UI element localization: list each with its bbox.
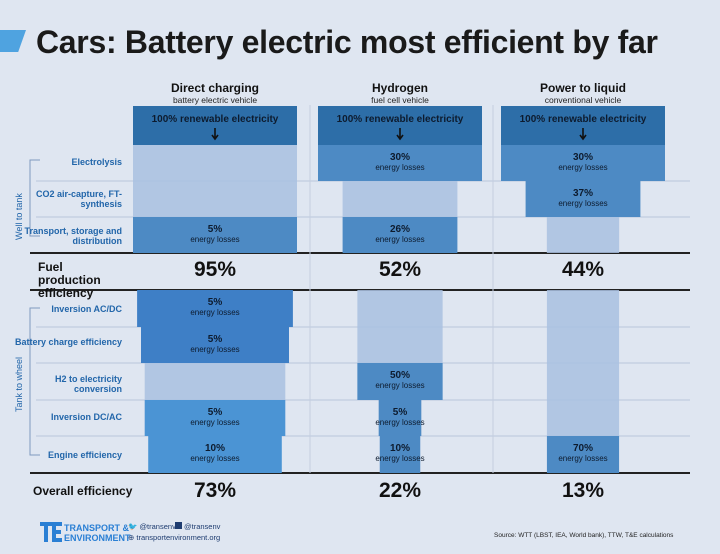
step-label-engine: Engine efficiency xyxy=(47,450,122,460)
twitter-icon: 🐦 xyxy=(128,522,140,531)
loss-bar xyxy=(546,436,620,473)
column-sub-hydrogen: fuel cell vehicle xyxy=(371,95,429,105)
pass-bar xyxy=(342,181,458,217)
down-arrow-icon xyxy=(396,128,404,141)
org-name-line2: ENVIRONMENT xyxy=(64,533,131,543)
loss-bar xyxy=(379,436,421,473)
overall-efficiency-ptl: 13% xyxy=(561,479,605,502)
fuel-efficiency-hydrogen: 52% xyxy=(378,258,422,281)
loss-value: 5% xyxy=(208,224,223,235)
loss-value: 37% xyxy=(573,188,593,199)
loss-bar xyxy=(318,145,482,181)
down-arrow-icon xyxy=(579,128,587,141)
loss-caption: energy losses xyxy=(190,345,239,354)
loss-value: 5% xyxy=(208,407,223,418)
twitter-handle[interactable]: 🐦 @transenv xyxy=(128,522,176,531)
loss-bar xyxy=(378,400,422,436)
pass-bar xyxy=(546,400,620,436)
pass-bar xyxy=(144,363,286,400)
pass-bar xyxy=(546,327,620,363)
facebook-icon xyxy=(175,522,182,529)
loss-caption: energy losses xyxy=(375,163,424,172)
loss-value: 5% xyxy=(208,297,223,308)
source-bar-label: 100% renewable electricity xyxy=(337,114,464,125)
step-label-inversion-acdc: Inversion AC/DC xyxy=(51,304,122,314)
pass-bar xyxy=(357,327,443,363)
step-label-transport: Transport, storage and distribution xyxy=(24,226,122,246)
column-header-direct: Direct charging xyxy=(170,81,260,95)
loss-bar xyxy=(133,217,297,253)
fuel-efficiency-ptl: 44% xyxy=(561,258,605,281)
fuel-efficiency-direct: 95% xyxy=(193,258,237,281)
globe-icon: ⊕ xyxy=(128,533,137,542)
group-label-well-to-tank: Well to tank xyxy=(14,193,24,240)
column-header-hydrogen: Hydrogen xyxy=(371,81,428,95)
pass-bar xyxy=(546,363,620,400)
loss-caption: energy losses xyxy=(190,235,239,244)
column-sub-direct: battery electric vehicle xyxy=(172,95,258,105)
pass-bar xyxy=(133,145,297,181)
te-logo-icon xyxy=(40,521,62,543)
loss-caption: energy losses xyxy=(190,308,239,317)
loss-caption: energy losses xyxy=(190,454,239,463)
loss-caption: energy losses xyxy=(375,381,424,390)
loss-bar xyxy=(357,363,443,400)
pass-bar xyxy=(546,290,620,327)
source-bar-label: 100% renewable electricity xyxy=(520,114,647,125)
pass-bar xyxy=(546,217,620,253)
loss-value: 10% xyxy=(205,443,225,454)
loss-caption: energy losses xyxy=(375,454,424,463)
down-arrow-icon xyxy=(211,128,219,141)
loss-value: 30% xyxy=(573,152,593,163)
overall-efficiency-label: Overall efficiency xyxy=(33,484,133,498)
loss-caption: energy losses xyxy=(558,199,607,208)
step-label-electrolysis: Electrolysis xyxy=(71,157,122,167)
pass-bar xyxy=(357,290,443,327)
step-label-h2-conversion: H2 to electricity conversion xyxy=(54,374,122,394)
loss-bar xyxy=(525,181,641,217)
source-note: Source: WTT (LBST, IEA, World bank), TTW… xyxy=(494,532,674,539)
step-label-inversion-dcac: Inversion DC/AC xyxy=(50,412,122,422)
loss-value: 5% xyxy=(393,407,408,418)
source-bar-label: 100% renewable electricity xyxy=(152,114,279,125)
loss-value: 50% xyxy=(390,370,410,381)
column-header-ptl: Power to liquid xyxy=(540,81,626,95)
column-sub-ptl: conventional vehicle xyxy=(544,95,622,105)
loss-bar xyxy=(342,217,458,253)
page-title: Cars: Battery electric most efficient by… xyxy=(36,24,658,60)
title-flag-icon xyxy=(0,30,26,52)
facebook-handle[interactable]: @transenv xyxy=(175,522,220,531)
loss-bar xyxy=(501,145,665,181)
overall-efficiency-direct: 73% xyxy=(193,479,237,502)
loss-bar xyxy=(137,290,293,327)
pass-bar xyxy=(133,181,297,217)
loss-value: 70% xyxy=(573,443,593,454)
group-bracket xyxy=(29,307,40,456)
org-name-line1: TRANSPORT & xyxy=(64,523,129,533)
loss-caption: energy losses xyxy=(558,163,607,172)
step-label-battery-charge: Battery charge efficiency xyxy=(14,337,122,347)
loss-bar xyxy=(140,327,290,363)
overall-efficiency-hydrogen: 22% xyxy=(378,479,422,502)
step-label-co2-capture: CO2 air-capture, FT-synthesis xyxy=(35,189,122,209)
loss-caption: energy losses xyxy=(558,454,607,463)
loss-bar xyxy=(148,436,282,473)
loss-value: 26% xyxy=(390,224,410,235)
loss-value: 5% xyxy=(208,334,223,345)
loss-value: 30% xyxy=(390,152,410,163)
group-bracket xyxy=(29,159,40,237)
fuel-production-label: Fuel production efficiency xyxy=(38,260,101,300)
website-link[interactable]: ⊕ transportenvironment.org xyxy=(128,533,221,542)
loss-bar xyxy=(144,400,286,436)
loss-caption: energy losses xyxy=(375,418,424,427)
loss-value: 10% xyxy=(390,443,410,454)
group-label-tank-to-wheel: Tank to wheel xyxy=(14,356,24,412)
loss-caption: energy losses xyxy=(375,235,424,244)
loss-caption: energy losses xyxy=(190,418,239,427)
